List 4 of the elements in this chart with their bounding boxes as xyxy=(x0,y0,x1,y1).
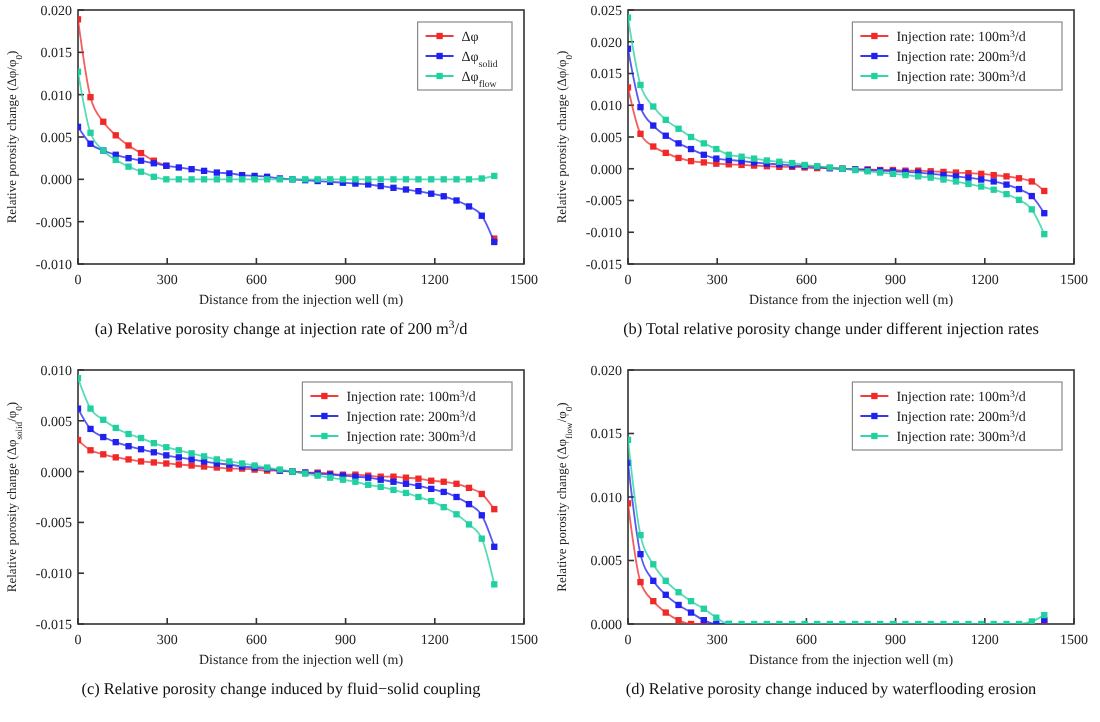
text: (a) Relative porosity change at injection rate of 200 m$^{3}$/d xyxy=(94,320,468,338)
text: (b) Total relative porosity change under different injection rates xyxy=(623,320,1039,338)
text: (c) Relative porosity change induced by fluid−solid coupling xyxy=(81,680,481,698)
text: (d) Relative porosity change induced by waterflooding erosion xyxy=(625,680,1037,698)
